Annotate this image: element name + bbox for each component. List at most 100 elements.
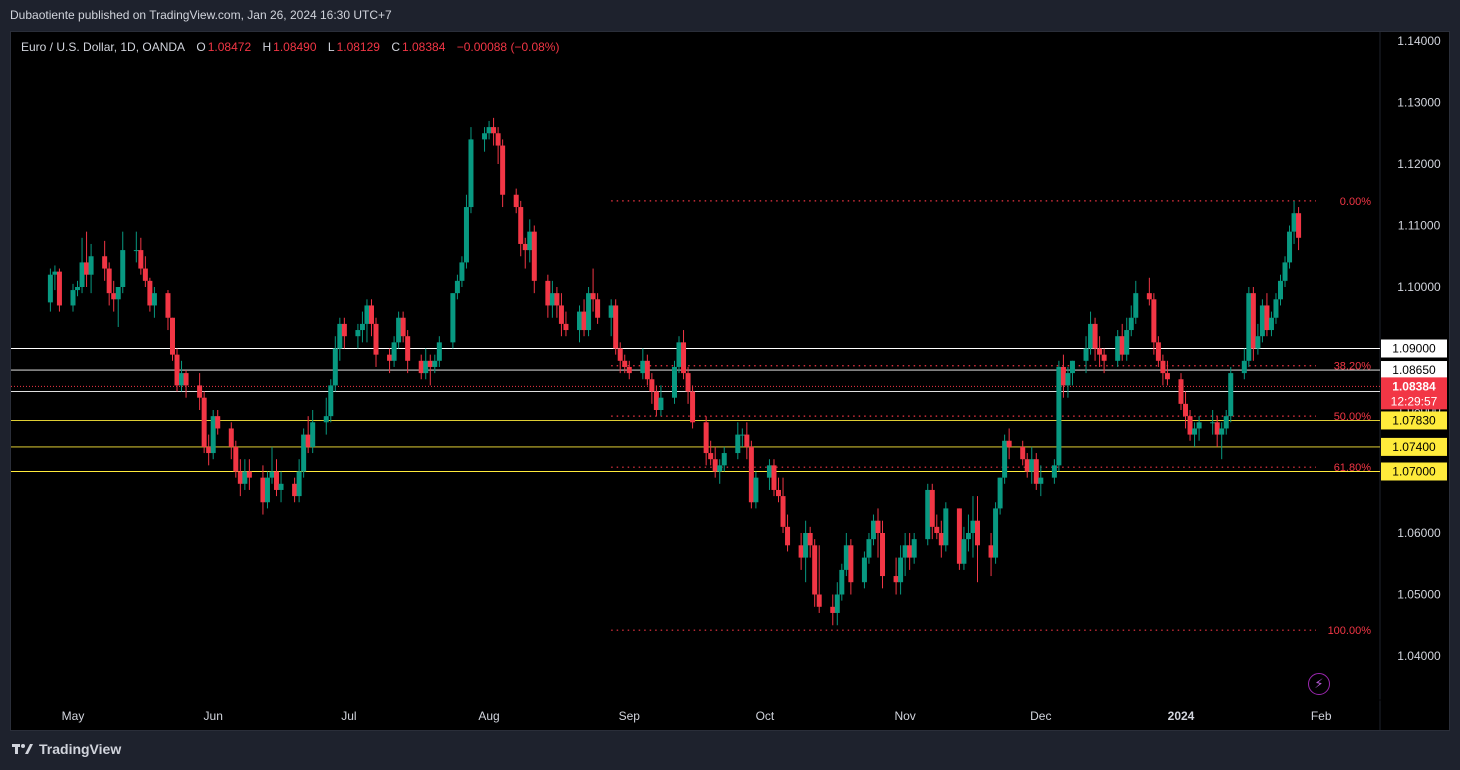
x-tick-label: Oct: [756, 709, 775, 723]
current-price-tag: [1381, 377, 1447, 410]
candle-body: [432, 360, 438, 367]
candle-body: [911, 539, 917, 558]
candle-body: [1273, 299, 1279, 318]
candle-body: [102, 256, 108, 269]
candle-body: [1119, 336, 1125, 355]
candle-body: [934, 526, 940, 533]
lightning-bolt-icon[interactable]: ⚡: [1308, 673, 1330, 695]
candle-body: [1164, 373, 1170, 380]
candle-body: [1020, 446, 1026, 460]
x-tick-label: Aug: [478, 709, 499, 723]
candle-body: [744, 434, 750, 447]
candle-body: [907, 545, 913, 558]
low-value: 1.08129: [336, 40, 380, 54]
candle-body: [803, 533, 809, 558]
candle-body: [807, 533, 813, 546]
x-tick-label: Jul: [341, 709, 356, 723]
candle-body: [843, 545, 849, 570]
candle-body: [1291, 213, 1297, 232]
change-value: −0.00088 (−0.08%): [456, 40, 560, 54]
candle-body: [151, 293, 157, 306]
candle-body: [482, 133, 488, 140]
candle-body: [206, 446, 212, 454]
candle-body: [1268, 317, 1274, 331]
publisher-text: Dubaotiente published on TradingView.com…: [10, 8, 392, 22]
candle-body: [70, 290, 76, 306]
candle-body: [766, 465, 772, 478]
candle-body: [260, 477, 266, 503]
candle-body: [337, 323, 343, 349]
candle-body: [531, 231, 537, 281]
candle-body: [305, 434, 311, 447]
candle-body: [866, 539, 872, 558]
candle-body: [491, 127, 497, 134]
candle-body: [1155, 342, 1161, 361]
candle-body: [1183, 403, 1189, 417]
low-label: L: [327, 40, 335, 54]
candle-body: [1259, 305, 1265, 337]
candle-body: [1065, 373, 1071, 386]
candle-body: [1210, 422, 1216, 424]
candle-body: [1187, 416, 1193, 435]
candle-body: [1083, 348, 1089, 361]
candle-body: [1296, 213, 1302, 238]
candle-body: [115, 287, 121, 300]
candle-body: [355, 330, 361, 337]
candle-body: [1250, 293, 1256, 349]
candle-body: [988, 545, 994, 558]
candle-body: [739, 434, 745, 436]
level-price-tag: [1381, 437, 1447, 456]
candle-body: [79, 262, 85, 287]
candle-body: [328, 385, 334, 417]
candle-body: [880, 533, 886, 577]
candle-body: [237, 471, 243, 484]
tradingview-logo[interactable]: TradingView: [12, 741, 121, 757]
candle-body: [545, 280, 551, 306]
y-tick-label: 1.13000: [1397, 96, 1441, 110]
chart-pane[interactable]: 0.00% 38.20% 50.00% 61.80% 100.00% 1.14000 1.1…: [10, 31, 1450, 731]
candle-body: [590, 293, 596, 300]
candle-body: [1002, 440, 1008, 478]
candlestick-chart[interactable]: 0.00% 38.20% 50.00% 61.80% 100.00% 1.14000 1.1…: [11, 32, 1449, 730]
candle-body: [1214, 422, 1220, 435]
footer-bar: TradingView: [0, 731, 1460, 770]
symbol-legend: Euro / U.S. Dollar, 1D, OANDA O 1.08472 H…: [21, 40, 561, 54]
y-tick-label: 1.05000: [1397, 588, 1441, 602]
fib-level-label: 100.00%: [1328, 625, 1372, 637]
candle-body: [47, 274, 53, 303]
candle-body: [1228, 373, 1234, 417]
fib-level-label: 0.00%: [1340, 196, 1371, 208]
candle-body: [1056, 366, 1062, 466]
candle-body: [75, 287, 81, 291]
candle-body: [405, 336, 411, 361]
candle-body: [495, 133, 501, 146]
level-price-tag-label: 1.09000: [1392, 342, 1436, 356]
candle-body: [653, 391, 659, 410]
candle-body: [1038, 477, 1044, 484]
candle-body: [812, 545, 818, 595]
candle-body: [246, 471, 252, 478]
candle-body: [292, 483, 298, 497]
candle-body: [1092, 323, 1098, 349]
candle-body: [133, 250, 139, 252]
candle-body: [703, 422, 709, 454]
candle-body: [970, 520, 976, 533]
candle-body: [522, 243, 528, 251]
candle-body: [1024, 459, 1030, 472]
candle-body: [622, 360, 628, 367]
candle-body: [106, 268, 112, 294]
candle-body: [1264, 305, 1270, 331]
tradingview-logo-icon: [12, 744, 33, 754]
candle-body: [1033, 459, 1039, 484]
candle-body: [1124, 330, 1130, 355]
candle-body: [1277, 280, 1283, 300]
candle-body: [323, 416, 329, 423]
candle-body: [690, 391, 696, 423]
candle-body: [974, 520, 980, 546]
fib-level-label: 61.80%: [1334, 462, 1372, 474]
candle-body: [427, 360, 433, 367]
candle-body: [486, 127, 492, 134]
candle-body: [1192, 428, 1198, 435]
x-tick-label: Feb: [1311, 709, 1332, 723]
candle-body: [558, 305, 564, 324]
